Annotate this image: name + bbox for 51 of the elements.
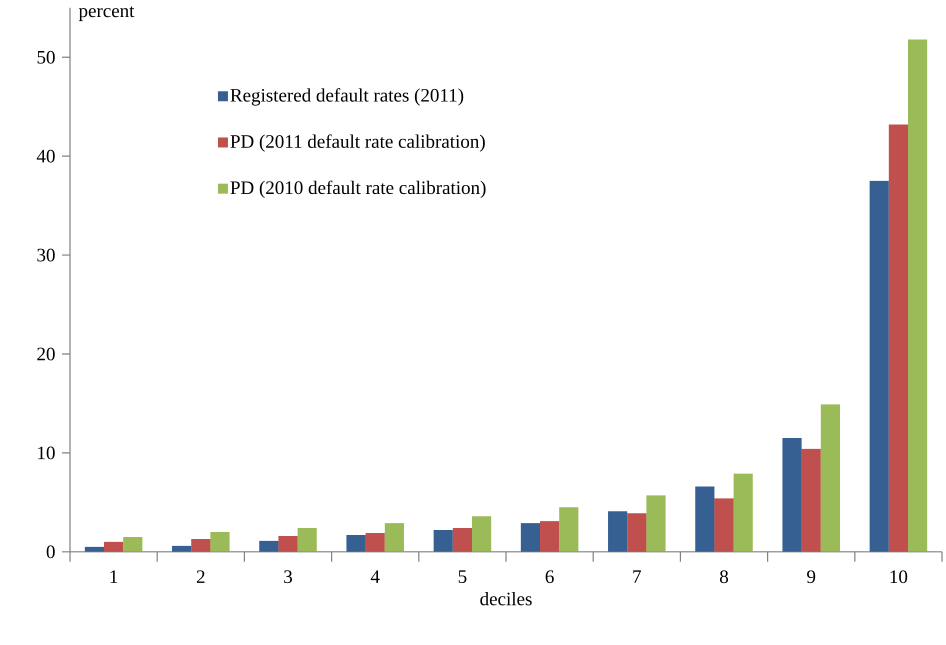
x-tick-label: 4 <box>370 570 380 583</box>
bar <box>104 542 124 552</box>
bar <box>646 496 666 552</box>
legend-label: Registered default rates (2011) <box>230 88 464 106</box>
legend-label: PD (2010 default rate calibration) <box>230 180 486 198</box>
bar <box>782 438 802 552</box>
bar <box>210 532 230 552</box>
bar <box>278 536 298 552</box>
bar <box>346 535 366 552</box>
bar <box>559 507 578 552</box>
bar <box>259 541 278 552</box>
y-axis-title: percent <box>78 6 134 22</box>
bar <box>908 40 928 552</box>
bar <box>820 404 840 552</box>
bar <box>384 523 404 552</box>
bar <box>191 539 210 552</box>
bar <box>172 546 192 552</box>
y-tick-label: 10 <box>38 446 55 460</box>
legend-label: PD (2011 default rate calibration) <box>230 134 485 152</box>
y-tick-label: 0 <box>46 545 55 558</box>
bar <box>472 516 492 552</box>
bar <box>695 486 714 552</box>
x-tick-label: 7 <box>633 570 642 583</box>
x-tick-label: 9 <box>807 570 816 584</box>
bar <box>888 124 908 552</box>
bar <box>123 537 142 552</box>
bar <box>540 521 560 552</box>
bar <box>298 528 317 552</box>
x-tick-label: 1 <box>110 570 118 583</box>
bar <box>870 180 889 552</box>
bar <box>627 513 646 552</box>
y-tick-label: 30 <box>37 248 55 262</box>
bar <box>608 511 628 552</box>
y-tick-label: 50 <box>38 50 55 64</box>
bar <box>434 530 453 552</box>
x-tick-label: 2 <box>196 570 205 584</box>
bar <box>802 449 821 552</box>
y-tick-label: 20 <box>37 348 55 360</box>
x-tick-label: 10 <box>890 570 908 584</box>
bar <box>452 528 472 552</box>
x-tick-label: 6 <box>546 570 554 584</box>
x-tick-label: 5 <box>458 570 466 584</box>
x-tick-label: 3 <box>284 570 292 584</box>
bar <box>714 498 734 552</box>
y-tick-label: 40 <box>36 150 55 163</box>
x-axis-title: deciles <box>480 592 532 606</box>
bar <box>84 546 104 552</box>
bar <box>520 523 540 552</box>
bar <box>734 474 753 552</box>
bar <box>366 533 385 552</box>
x-tick-label: 8 <box>720 570 728 584</box>
